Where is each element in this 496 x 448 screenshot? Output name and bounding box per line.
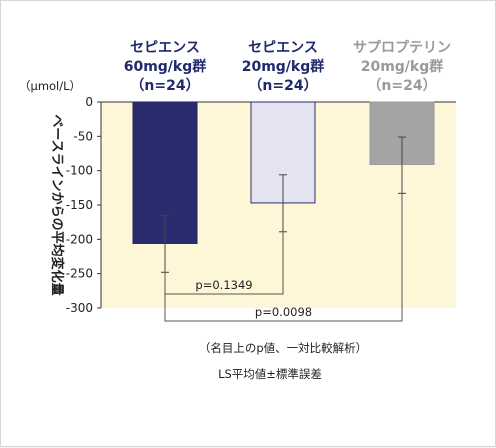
y-tick-label: 0 bbox=[85, 95, 93, 109]
footnote-ls-mean: LS平均値±標準誤差 bbox=[218, 367, 322, 381]
group-label-line: （n=24） bbox=[130, 78, 199, 94]
y-tick-label: -50 bbox=[73, 129, 93, 143]
comparison-pvalue-2: p=0.0098 bbox=[255, 305, 312, 319]
group-label-line: サプロプテリン bbox=[353, 40, 451, 56]
group-label-line: セピエンス bbox=[130, 40, 200, 56]
y-tick-label: -250 bbox=[66, 267, 93, 281]
group-label-line: 60mg/kg群 bbox=[124, 58, 207, 75]
footnote-pvalue-method: （名目上のp値、一対比較解析） bbox=[199, 341, 367, 355]
comparison-bracket-2 bbox=[164, 193, 403, 322]
group-label-line: （n=24） bbox=[248, 78, 317, 94]
group-label-line: 20mg/kg群 bbox=[242, 58, 325, 75]
y-tick-label: -150 bbox=[66, 198, 93, 212]
y-tick-label: -200 bbox=[66, 232, 93, 246]
y-tick-label: -100 bbox=[66, 164, 93, 178]
group-label-line: 20mg/kg群 bbox=[361, 58, 444, 75]
group-label-line: セピエンス bbox=[248, 40, 318, 56]
y-tick-label: -300 bbox=[66, 301, 93, 315]
y-unit-label: （μmol/L） bbox=[19, 79, 81, 93]
comparison-pvalue-1: p=0.1349 bbox=[195, 278, 252, 292]
group-label-line: （n=24） bbox=[367, 78, 436, 94]
y-axis-label: ベースラインからの平均変化量 bbox=[49, 114, 65, 295]
